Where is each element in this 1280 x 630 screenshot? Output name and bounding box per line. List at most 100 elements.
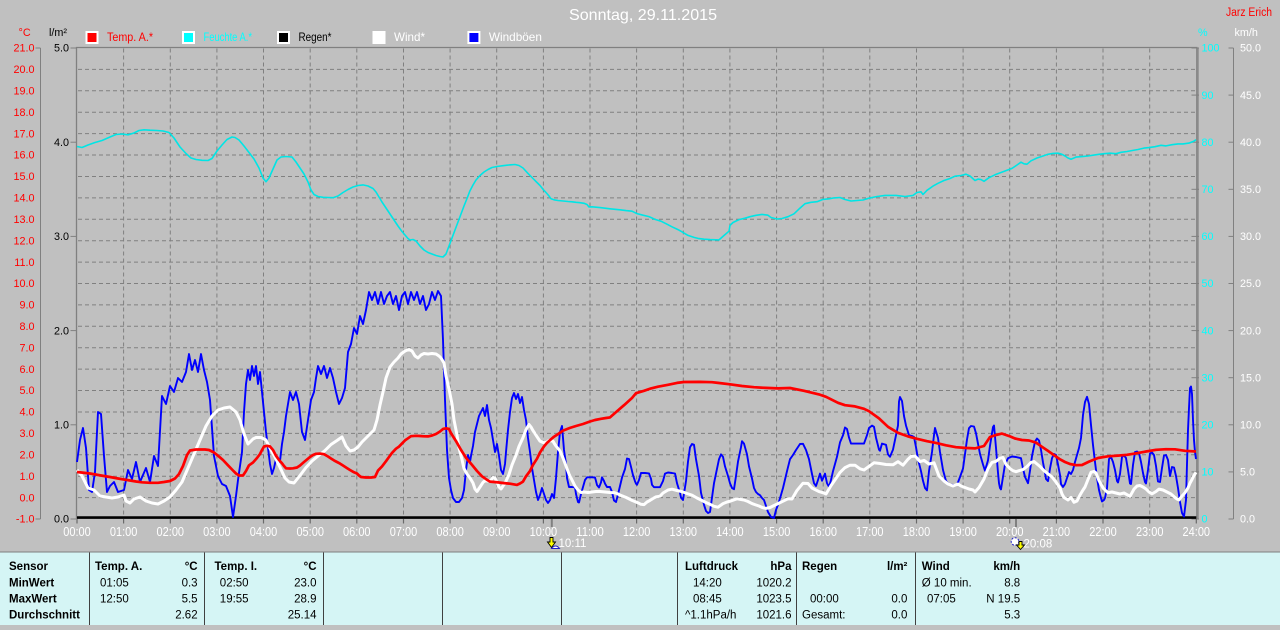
svg-text:70: 70 [1202, 184, 1214, 196]
svg-text:13:00: 13:00 [670, 525, 698, 539]
svg-text:60: 60 [1202, 231, 1214, 243]
svg-text:l/m²: l/m² [887, 561, 908, 573]
svg-text:07:05: 07:05 [927, 593, 956, 605]
svg-text:35.0: 35.0 [1240, 184, 1261, 196]
svg-text:18.0: 18.0 [13, 107, 34, 119]
svg-text:12:50: 12:50 [100, 593, 129, 605]
svg-text:40.0: 40.0 [1240, 137, 1261, 149]
svg-text:MinWert: MinWert [9, 577, 54, 589]
svg-text:20.0: 20.0 [1240, 325, 1261, 337]
svg-text:1.0: 1.0 [19, 471, 34, 483]
svg-text:0.0: 0.0 [54, 514, 69, 526]
svg-text:km/h: km/h [993, 561, 1020, 573]
svg-text:6.0: 6.0 [19, 364, 34, 376]
svg-text:l/m²: l/m² [49, 27, 67, 39]
svg-text:1023.5: 1023.5 [756, 593, 791, 605]
svg-text:0.0: 0.0 [19, 492, 34, 504]
svg-text:10: 10 [1202, 467, 1214, 479]
svg-text:01:05: 01:05 [100, 577, 129, 589]
svg-text:28.9: 28.9 [294, 593, 316, 605]
svg-text:MaxWert: MaxWert [9, 593, 57, 605]
svg-text:15:00: 15:00 [763, 525, 791, 539]
svg-text:Regen: Regen [802, 561, 837, 573]
svg-text:1020.2: 1020.2 [756, 577, 791, 589]
svg-text:5.3: 5.3 [1004, 609, 1020, 621]
svg-text:19:00: 19:00 [949, 525, 977, 539]
svg-text:14:00: 14:00 [716, 525, 744, 539]
svg-text:0.0: 0.0 [1240, 514, 1255, 526]
svg-text:24:00: 24:00 [1183, 525, 1211, 539]
svg-text:15.0: 15.0 [1240, 372, 1261, 384]
svg-text:Temp. A.: Temp. A. [95, 561, 142, 573]
svg-text:Luftdruck: Luftdruck [685, 561, 739, 573]
svg-text:10:00: 10:00 [530, 525, 558, 539]
svg-text:25.0: 25.0 [1240, 278, 1261, 290]
svg-text:01:00: 01:00 [110, 525, 138, 539]
svg-text:2.62: 2.62 [175, 609, 197, 621]
svg-text:12:00: 12:00 [623, 525, 651, 539]
svg-text:Windböen: Windböen [489, 30, 542, 44]
svg-text:09:00: 09:00 [483, 525, 511, 539]
svg-text:18:00: 18:00 [903, 525, 931, 539]
svg-text:1.0: 1.0 [54, 420, 69, 432]
svg-text:21:00: 21:00 [1043, 525, 1071, 539]
svg-text:N 19.5: N 19.5 [986, 593, 1020, 605]
svg-text:16.0: 16.0 [13, 150, 34, 162]
svg-text:05:00: 05:00 [296, 525, 324, 539]
svg-text:08:00: 08:00 [436, 525, 464, 539]
svg-text:Jarz Erich: Jarz Erich [1226, 7, 1272, 19]
svg-text:0: 0 [1202, 514, 1208, 526]
svg-text:5.0: 5.0 [1240, 467, 1255, 479]
svg-text:0.0: 0.0 [891, 609, 907, 621]
svg-text:Regen*: Regen* [299, 30, 332, 44]
svg-text:12.0: 12.0 [13, 235, 34, 247]
svg-text:%: % [1198, 27, 1208, 39]
svg-text:15.0: 15.0 [13, 171, 34, 183]
svg-text:Gesamt:: Gesamt: [802, 609, 845, 621]
svg-text:3.0: 3.0 [19, 428, 34, 440]
svg-text:°C: °C [185, 561, 198, 573]
svg-text:19.0: 19.0 [13, 86, 34, 98]
svg-text:Wind: Wind [922, 561, 950, 573]
svg-text:21.0: 21.0 [13, 43, 34, 55]
svg-text:Temp. A.*: Temp. A.* [107, 30, 153, 44]
svg-text:25.14: 25.14 [288, 609, 317, 621]
svg-text:-1.0: -1.0 [16, 514, 35, 526]
svg-text:Sensor: Sensor [9, 561, 49, 573]
svg-text:11.0: 11.0 [14, 257, 34, 269]
svg-text:80: 80 [1202, 137, 1214, 149]
svg-text:10.0: 10.0 [1240, 420, 1261, 432]
svg-text:16:00: 16:00 [809, 525, 837, 539]
svg-text:17.0: 17.0 [13, 128, 34, 140]
svg-text:9.0: 9.0 [19, 300, 34, 312]
svg-text:°C: °C [304, 561, 317, 573]
svg-text:^1.1hPa/h: ^1.1hPa/h [685, 609, 736, 621]
svg-text:km/h: km/h [1235, 27, 1258, 39]
svg-text:°C: °C [19, 27, 31, 39]
svg-text:20:08: 20:08 [1024, 539, 1053, 551]
svg-text:10.0: 10.0 [13, 278, 34, 290]
svg-text:23.0: 23.0 [294, 577, 316, 589]
svg-text:4.0: 4.0 [54, 137, 69, 149]
svg-text:50: 50 [1202, 278, 1214, 290]
svg-text:02:00: 02:00 [157, 525, 185, 539]
svg-text:Ø 10 min.: Ø 10 min. [922, 577, 972, 589]
svg-text:00:00: 00:00 [810, 593, 839, 605]
svg-text:0.3: 0.3 [182, 577, 198, 589]
svg-text:5.5: 5.5 [182, 593, 198, 605]
svg-text:1021.6: 1021.6 [756, 609, 791, 621]
svg-text:04:00: 04:00 [250, 525, 278, 539]
svg-text:45.0: 45.0 [1240, 90, 1261, 102]
svg-text:20:00: 20:00 [996, 525, 1024, 539]
svg-text:20: 20 [1202, 420, 1214, 432]
svg-text:20.0: 20.0 [13, 64, 34, 76]
svg-text:02:50: 02:50 [220, 577, 249, 589]
svg-text:5.0: 5.0 [54, 43, 69, 55]
svg-text:03:00: 03:00 [203, 525, 231, 539]
svg-text:30.0: 30.0 [1240, 231, 1261, 243]
svg-text:90: 90 [1202, 90, 1214, 102]
svg-text:hPa: hPa [770, 561, 792, 573]
svg-text:00:00: 00:00 [63, 525, 91, 539]
svg-text:07:00: 07:00 [390, 525, 418, 539]
svg-text:100: 100 [1202, 43, 1220, 55]
